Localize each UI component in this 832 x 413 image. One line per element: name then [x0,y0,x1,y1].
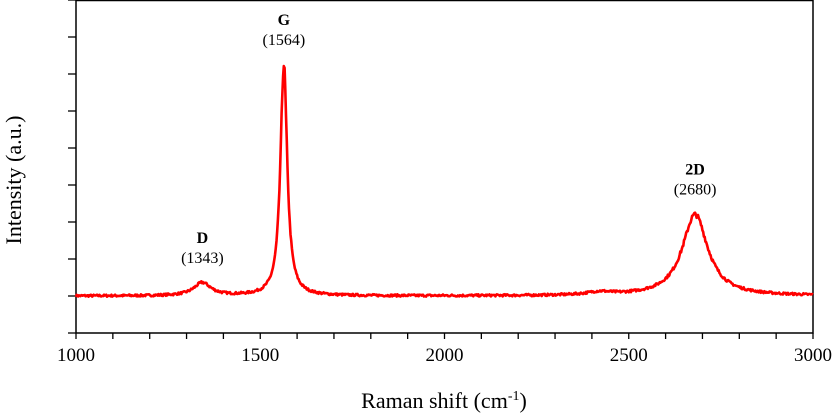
y-ticks [68,0,76,334]
x-tick-label: 1000 [57,345,95,366]
peak-label: G [278,12,291,29]
x-axis-title-suffix: ) [519,388,526,413]
spectrum-line [74,64,814,298]
x-tick-label: 1500 [241,345,279,366]
peak-label: 2D [685,162,705,179]
x-tick-labels: 1000 1500 2000 2500 3000 [57,345,832,366]
x-axis-title-main: Raman shift (cm [361,388,508,413]
x-axis-title: Raman shift (cm-1) [361,388,527,413]
peak-label: D [197,230,209,247]
peak-position: (1564) [263,32,306,49]
x-tick-label: 2000 [426,345,464,366]
peak-position: (1343) [181,250,224,267]
x-ticks [75,333,814,339]
y-axis-title: Intensity (a.u.) [1,116,26,245]
x-tick-label: 3000 [794,345,832,366]
x-axis-title-superscript: -1 [508,389,520,404]
peak-position: (2680) [674,182,717,199]
peak-annotations: D (1343) G (1564) 2D (2680) [181,12,716,267]
x-tick-label: 2500 [610,345,648,366]
